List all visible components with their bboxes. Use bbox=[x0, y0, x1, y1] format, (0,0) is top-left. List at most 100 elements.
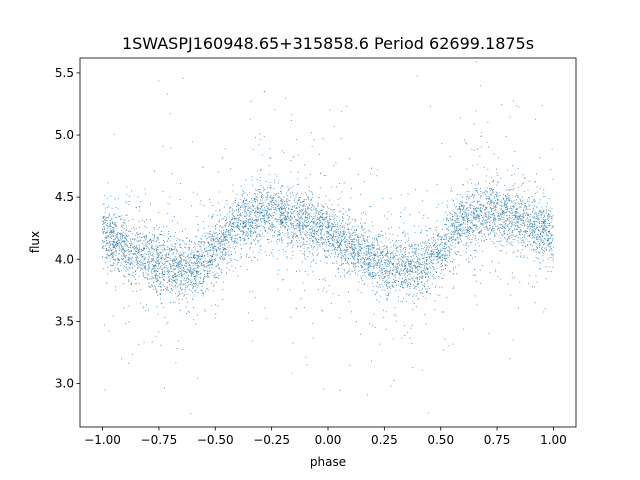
scatter-point bbox=[452, 343, 454, 345]
scatter-point bbox=[430, 252, 432, 254]
scatter-point bbox=[436, 247, 438, 249]
scatter-point bbox=[299, 222, 301, 224]
scatter-point bbox=[319, 220, 321, 221]
scatter-point bbox=[446, 204, 448, 206]
scatter-point bbox=[196, 271, 198, 273]
scatter-point bbox=[506, 224, 508, 226]
scatter-point bbox=[104, 241, 106, 243]
scatter-point bbox=[216, 254, 218, 255]
scatter-point bbox=[213, 214, 214, 215]
scatter-point bbox=[120, 255, 122, 257]
scatter-point bbox=[326, 230, 328, 232]
scatter-point bbox=[108, 215, 110, 217]
scatter-point bbox=[363, 222, 365, 224]
scatter-point bbox=[219, 242, 220, 244]
scatter-point bbox=[156, 290, 158, 292]
scatter-point bbox=[421, 271, 423, 273]
scatter-point bbox=[453, 231, 455, 233]
scatter-point bbox=[194, 277, 196, 279]
scatter-point bbox=[327, 238, 328, 240]
scatter-point bbox=[262, 205, 264, 206]
scatter-point bbox=[499, 214, 501, 216]
scatter-point bbox=[414, 245, 416, 247]
scatter-point bbox=[519, 203, 521, 205]
scatter-point bbox=[346, 262, 348, 264]
scatter-point bbox=[404, 278, 406, 280]
scatter-point bbox=[202, 265, 204, 267]
scatter-point bbox=[257, 208, 259, 210]
scatter-point bbox=[468, 230, 470, 232]
scatter-point bbox=[325, 195, 327, 197]
scatter-point bbox=[450, 249, 452, 251]
scatter-point bbox=[400, 301, 402, 303]
scatter-point bbox=[150, 247, 152, 248]
scatter-point bbox=[502, 210, 504, 212]
scatter-point bbox=[300, 298, 302, 299]
scatter-point bbox=[352, 256, 354, 258]
scatter-point bbox=[405, 268, 407, 270]
scatter-point bbox=[362, 272, 364, 273]
scatter-point bbox=[108, 249, 110, 251]
scatter-point bbox=[410, 265, 412, 267]
scatter-point bbox=[470, 213, 472, 215]
scatter-point bbox=[463, 216, 465, 218]
scatter-point bbox=[313, 223, 314, 225]
scatter-point bbox=[210, 259, 212, 261]
scatter-point bbox=[533, 286, 535, 288]
scatter-point bbox=[352, 262, 354, 264]
scatter-point bbox=[277, 258, 279, 260]
scatter-point bbox=[206, 266, 208, 268]
scatter-point bbox=[421, 277, 423, 279]
scatter-point bbox=[158, 255, 160, 257]
scatter-point bbox=[192, 287, 194, 289]
scatter-point bbox=[232, 217, 233, 219]
scatter-point bbox=[415, 295, 417, 297]
scatter-point bbox=[229, 208, 231, 210]
scatter-point bbox=[518, 307, 519, 309]
scatter-point bbox=[362, 235, 364, 237]
scatter-point bbox=[433, 266, 435, 268]
scatter-point bbox=[212, 252, 214, 254]
scatter-point bbox=[327, 250, 329, 252]
scatter-point bbox=[145, 264, 147, 266]
scatter-point bbox=[250, 242, 252, 244]
scatter-point bbox=[160, 245, 162, 247]
scatter-point bbox=[354, 231, 356, 233]
scatter-point bbox=[513, 206, 515, 208]
scatter-point bbox=[285, 218, 287, 220]
scatter-point bbox=[376, 175, 378, 177]
scatter-point bbox=[140, 254, 142, 256]
scatter-point bbox=[518, 237, 519, 239]
scatter-point bbox=[259, 213, 261, 215]
scatter-point bbox=[426, 267, 428, 269]
scatter-point bbox=[211, 245, 213, 247]
scatter-point bbox=[533, 221, 535, 223]
scatter-point bbox=[464, 205, 466, 207]
scatter-point bbox=[316, 219, 318, 221]
scatter-point bbox=[168, 279, 170, 281]
scatter-point bbox=[478, 201, 480, 203]
scatter-point bbox=[206, 261, 208, 263]
scatter-point bbox=[266, 211, 268, 212]
scatter-point bbox=[312, 241, 314, 242]
scatter-point bbox=[294, 205, 296, 207]
scatter-point bbox=[147, 261, 148, 263]
scatter-point bbox=[377, 265, 379, 267]
scatter-point bbox=[152, 269, 154, 271]
scatter-point bbox=[364, 240, 366, 242]
scatter-point bbox=[316, 238, 318, 240]
scatter-point bbox=[284, 202, 286, 204]
scatter-point bbox=[352, 226, 354, 228]
scatter-point bbox=[153, 288, 155, 290]
scatter-point bbox=[422, 257, 423, 259]
scatter-point bbox=[173, 265, 175, 267]
scatter-point bbox=[386, 259, 388, 261]
scatter-point bbox=[203, 262, 205, 264]
scatter-point bbox=[207, 242, 209, 244]
scatter-point bbox=[450, 212, 452, 214]
scatter-point bbox=[538, 226, 540, 228]
scatter-point bbox=[213, 253, 215, 255]
scatter-point bbox=[159, 294, 161, 296]
scatter-point bbox=[464, 215, 466, 217]
scatter-point bbox=[290, 223, 292, 225]
